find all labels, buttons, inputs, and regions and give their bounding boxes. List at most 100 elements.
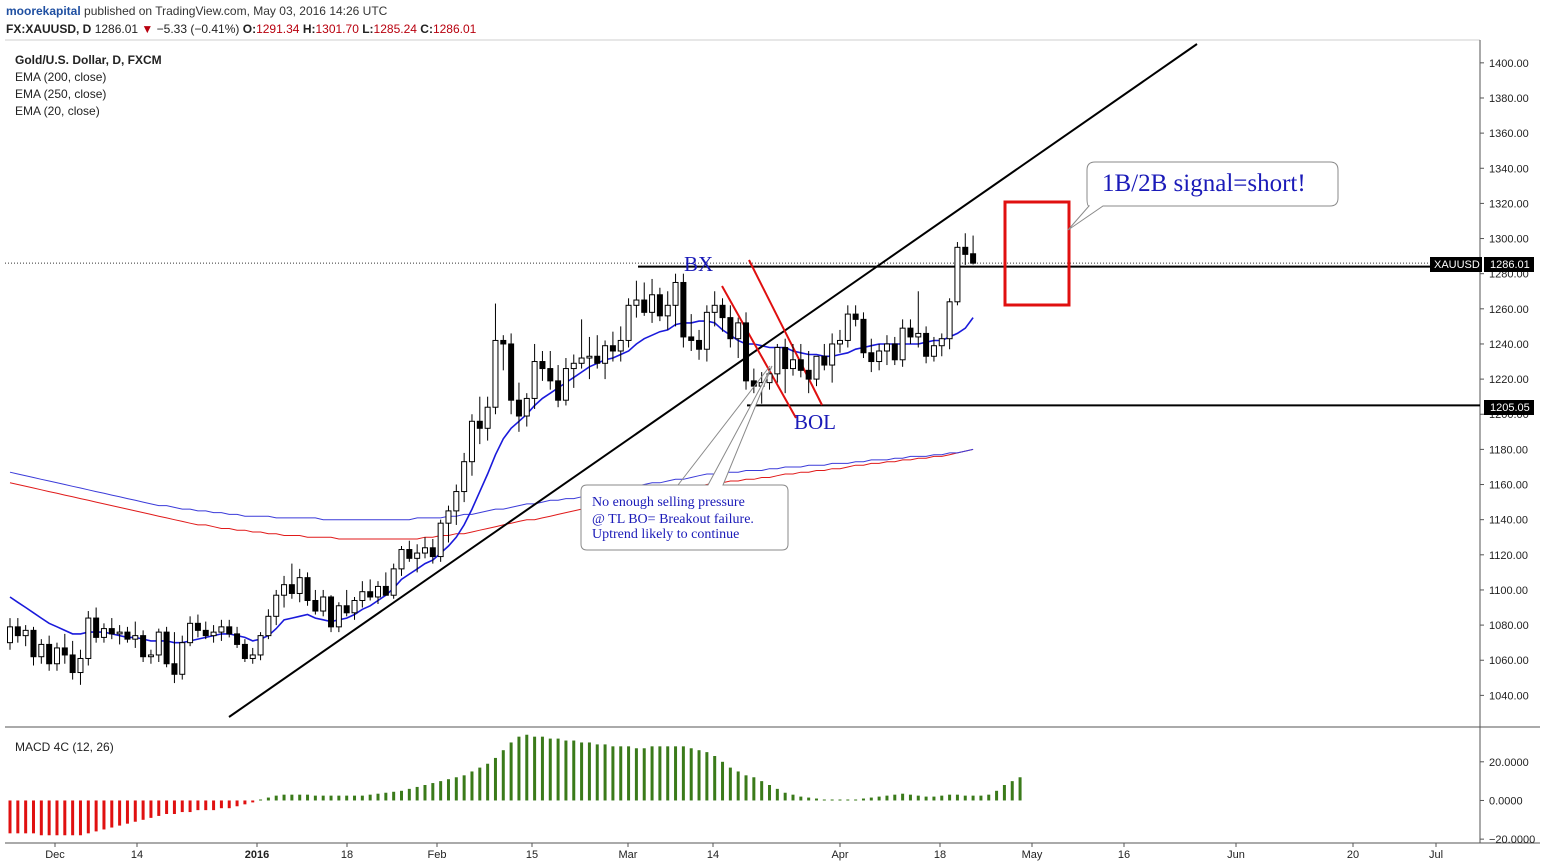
candle-body <box>696 339 703 350</box>
down-arrow-icon: ▼ <box>141 22 154 36</box>
candle-body <box>77 657 84 674</box>
candle-body <box>249 654 256 659</box>
macd-bar <box>329 795 333 801</box>
macd-bar <box>838 799 842 801</box>
macd-bar <box>8 800 12 834</box>
macd-bar <box>407 788 411 801</box>
candle-body <box>406 549 413 559</box>
note-callout-bubble[interactable] <box>580 365 789 551</box>
price-change: −5.33 (−0.41%) <box>156 22 240 36</box>
macd-bar <box>948 794 952 801</box>
price-tick-label: 1160.00 <box>1489 480 1528 492</box>
breakout-channel-line-right <box>748 259 823 406</box>
macd-bar <box>368 794 372 801</box>
candle-body <box>703 311 710 350</box>
macd-bar <box>94 800 98 832</box>
legend-ema250[interactable]: EMA (250, close) <box>15 87 107 101</box>
macd-bar <box>501 750 505 801</box>
candle-body <box>562 368 569 401</box>
candle-body <box>155 631 162 656</box>
macd-bar <box>63 800 67 836</box>
price-tick-label: 1300.00 <box>1489 234 1529 246</box>
candle-body <box>633 299 640 306</box>
candle-body <box>930 345 937 357</box>
open-value: 1291.34 <box>256 22 300 36</box>
macd-bar <box>854 799 858 801</box>
macd-bar <box>353 795 357 801</box>
macd-bar <box>603 744 607 801</box>
macd-bar <box>666 746 670 801</box>
macd-label[interactable]: MACD 4C (12, 26) <box>15 740 114 754</box>
candle-body <box>782 346 789 370</box>
signal-highlight-box[interactable] <box>1003 200 1071 307</box>
candle-body <box>656 294 663 317</box>
signal-callout-bubble[interactable] <box>1067 161 1339 231</box>
macd-bar <box>736 771 740 801</box>
time-tick-label: 2016 <box>245 849 269 861</box>
legend-title: Gold/U.S. Dollar, D, FXCM <box>15 53 162 67</box>
chart-annotations[interactable]: 1B/2B signal=short! No enough selling pr… <box>580 161 1339 551</box>
horizontal-levels[interactable] <box>5 262 1480 407</box>
macd-bar <box>31 800 35 834</box>
candle-body <box>7 626 13 644</box>
time-axis[interactable]: Dec 14 2016 18 Feb 15 Mar 14 Apr 18 May 16 Jun 20 Jul <box>45 843 1443 861</box>
candle-body <box>680 281 687 338</box>
time-tick-label: 16 <box>1118 849 1130 861</box>
candle-body <box>93 617 100 638</box>
candle-body <box>234 633 241 645</box>
macd-bar <box>462 775 466 801</box>
candle-body <box>429 547 436 558</box>
candle-body <box>100 628 107 638</box>
candle-body <box>312 599 319 612</box>
price-tick-label: 1380.00 <box>1489 93 1529 105</box>
macd-bar <box>204 800 208 811</box>
price-tick-label: 1260.00 <box>1489 304 1529 316</box>
candle-body <box>241 643 248 659</box>
legend-ema200[interactable]: EMA (200, close) <box>15 70 107 84</box>
candle-body <box>390 568 397 596</box>
support-price-tag <box>1484 400 1534 415</box>
symbol-tag <box>1430 257 1482 272</box>
ema200-line <box>9 448 974 521</box>
price-tick-label: 1180.00 <box>1489 444 1528 456</box>
macd-axis: 20.0000 0.0000 −20.0000 <box>1480 757 1535 846</box>
candle-body <box>539 361 546 370</box>
publisher-name[interactable]: moorekapital <box>6 4 81 18</box>
macd-bar <box>282 794 286 801</box>
macd-bar <box>509 742 513 801</box>
macd-bar <box>995 790 999 801</box>
macd-bar <box>587 742 591 801</box>
macd-bar <box>376 793 380 801</box>
macd-bar <box>791 794 795 801</box>
time-tick-label: Dec <box>45 849 65 861</box>
trendline-drawings[interactable] <box>228 43 1198 718</box>
candle-body <box>140 635 147 658</box>
candle-body <box>46 643 53 665</box>
macd-bar <box>1018 777 1022 801</box>
price-tick-label: 1140.00 <box>1489 515 1528 527</box>
macd-bar <box>274 795 278 801</box>
price-tick-label: 1320.00 <box>1489 198 1529 210</box>
candle-body <box>813 355 820 380</box>
legend-ema20[interactable]: EMA (20, close) <box>15 104 100 118</box>
candle-body <box>304 577 311 601</box>
macd-bar <box>298 794 302 801</box>
macd-bar <box>830 799 834 801</box>
candle-body <box>515 399 522 417</box>
macd-bar <box>446 779 450 801</box>
note-line-1: No enough selling pressure <box>592 495 745 510</box>
macd-bar <box>681 746 685 801</box>
price-axis[interactable]: 1040.00 1060.00 1080.00 1100.00 1120.00 1140.… <box>1480 58 1529 703</box>
macd-bar <box>188 800 192 813</box>
low-value: 1285.24 <box>373 22 417 36</box>
candlestick-series <box>7 233 977 685</box>
candle-body <box>194 622 201 631</box>
price-tick-label: 1100.00 <box>1489 585 1528 597</box>
candle-body <box>202 629 209 637</box>
candle-body <box>500 339 507 345</box>
macd-bar <box>141 800 145 820</box>
macd-bar <box>78 800 82 836</box>
macd-bar <box>345 795 349 801</box>
candle-body <box>625 304 632 341</box>
